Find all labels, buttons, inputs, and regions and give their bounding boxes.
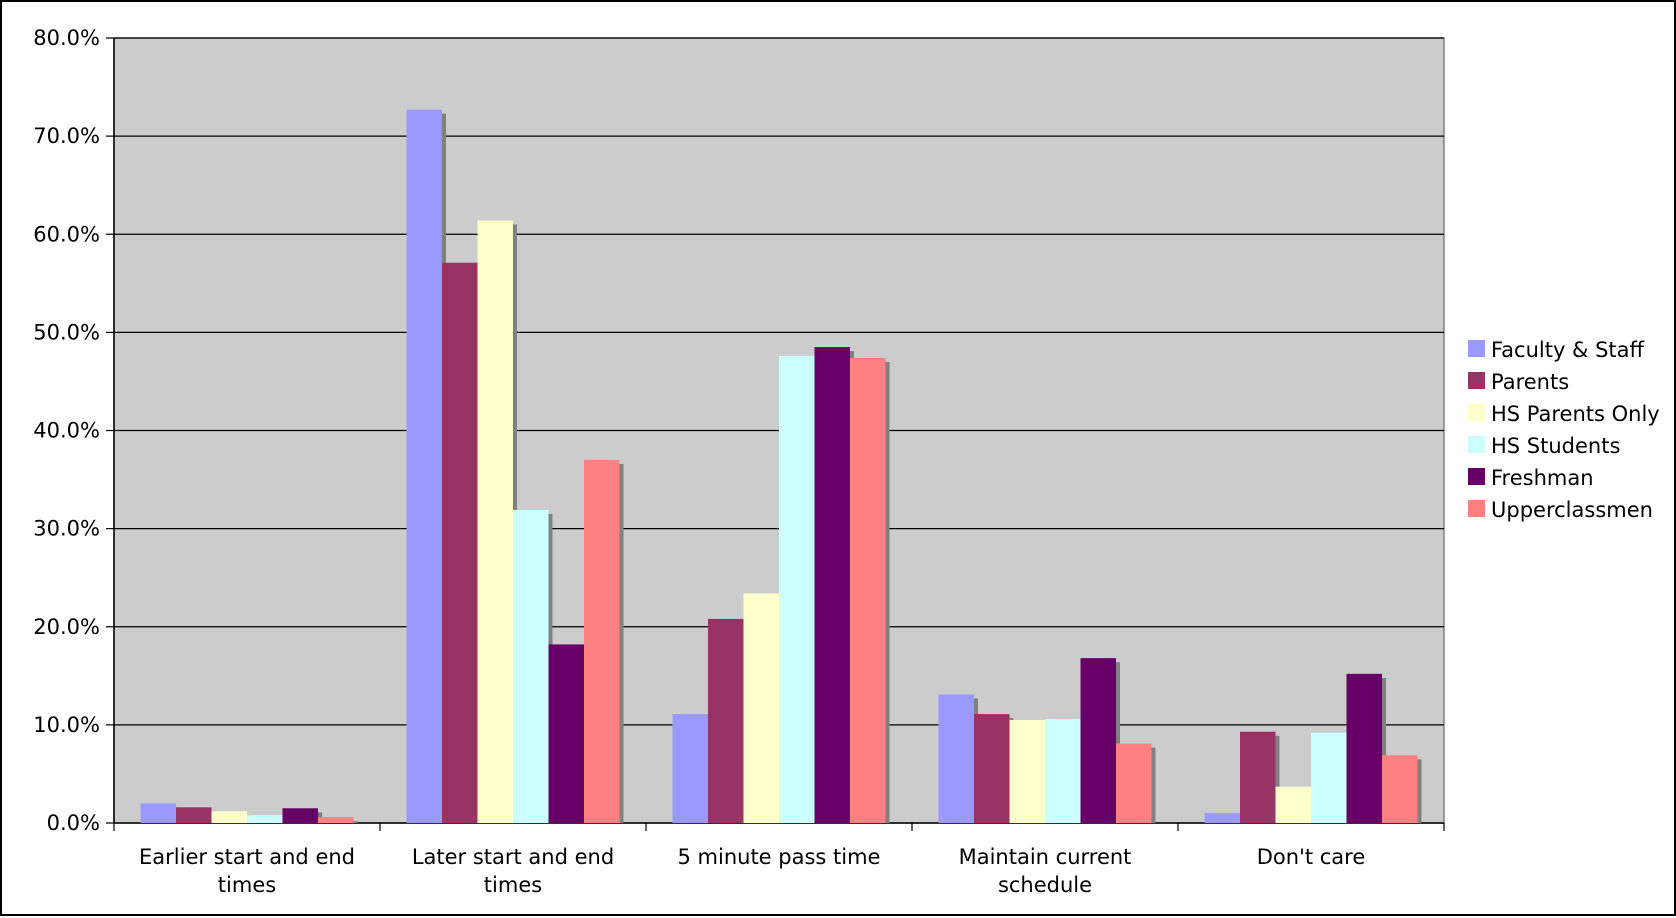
bar [477,220,513,823]
bar [1240,731,1276,823]
category-label: Maintain current [959,845,1132,869]
category-label: Later start and end [412,845,614,869]
category-label: schedule [998,873,1092,897]
category-label: 5 minute pass time [678,845,881,869]
bar [814,347,850,823]
category-label: Don't care [1257,845,1366,869]
bar [211,811,247,823]
y-tick-label: 30.0% [33,517,100,541]
bar [1382,755,1418,823]
y-tick-label: 60.0% [33,222,100,246]
bar [548,644,584,823]
legend-swatch [1468,468,1485,485]
legend-label: Freshman [1491,466,1594,490]
bar [1009,719,1045,823]
bar [584,459,620,823]
y-tick-label: 40.0% [33,419,100,443]
bar [1275,786,1311,823]
bar [1080,658,1116,823]
category-label: times [218,873,276,897]
y-tick-label: 70.0% [33,124,100,148]
bar [1116,743,1152,823]
bar [318,817,354,823]
bar [442,262,478,823]
bar [743,593,779,823]
bar [513,509,549,823]
y-tick-label: 20.0% [33,615,100,639]
bar [850,357,886,823]
bar [406,109,442,824]
bar [176,807,212,823]
bar [1045,718,1081,823]
legend-swatch [1468,436,1485,453]
y-tick-label: 0.0% [47,811,100,835]
bar [282,808,318,823]
category-label: Earlier start and end [139,845,355,869]
legend-label: HS Parents Only [1491,402,1660,426]
legend-swatch [1468,500,1485,517]
legend-label: Upperclassmen [1491,498,1653,522]
bar [140,803,176,823]
bar [974,714,1010,823]
y-tick-label: 10.0% [33,713,100,737]
bar [1311,732,1347,823]
legend-label: Faculty & Staff [1491,338,1645,362]
legend-swatch [1468,372,1485,389]
bar [779,355,815,823]
y-tick-label: 50.0% [33,320,100,344]
category-label: times [484,873,542,897]
legend-label: HS Students [1491,434,1620,458]
bar [1204,813,1240,823]
legend-swatch [1468,340,1485,357]
bar [247,815,283,823]
bar [1346,673,1382,823]
y-tick-label: 80.0% [33,26,100,50]
bar [938,694,974,823]
bar [708,618,744,823]
bar [672,714,708,823]
legend-label: Parents [1491,370,1569,394]
legend-swatch [1468,404,1485,421]
